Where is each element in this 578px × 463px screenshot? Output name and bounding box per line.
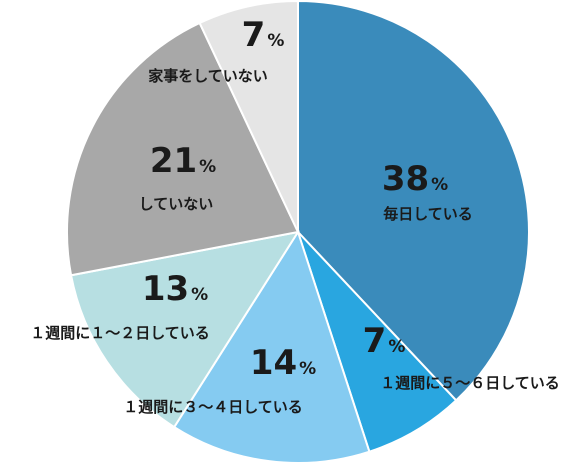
- slice-value-number: 14: [250, 343, 297, 383]
- slice-value-number: 21: [150, 141, 197, 181]
- slice-value-unit: %: [267, 31, 284, 51]
- slice-category-label: していない: [139, 195, 214, 213]
- slice-value-label: 21%: [150, 141, 216, 181]
- slice-value-number: 38: [382, 159, 429, 199]
- slice-value-unit: %: [199, 157, 216, 177]
- slice-value-number: 7: [242, 15, 266, 55]
- slice-value-label: 7%: [363, 321, 406, 361]
- slice-value-number: 7: [363, 321, 387, 361]
- pie-slice-2: [297, 231, 458, 453]
- slice-value-unit: %: [388, 337, 405, 357]
- pie-slice-5: [66, 21, 300, 277]
- slice-value-label: 13%: [142, 269, 208, 309]
- slice-category-label: 毎日している: [383, 205, 473, 223]
- slice-value-label: 38%: [382, 159, 448, 199]
- slice-value-label: 14%: [250, 343, 316, 383]
- pie-slice-3: [172, 229, 371, 463]
- slice-category-label: １週間に３～４日している: [123, 398, 303, 416]
- slice-category-label: １週間に１～２日している: [30, 324, 210, 342]
- slice-value-unit: %: [299, 359, 316, 379]
- slice-value-unit: %: [431, 175, 448, 195]
- pie-slice-6: [198, 0, 299, 233]
- slice-category-label: １週間に５～６日している: [380, 374, 560, 392]
- slice-value-number: 13: [142, 269, 189, 309]
- pie-labels: 38 % 毎日している 7 % １週間に５～６日している 14 % １週間に３～４日している 13…: [30, 15, 560, 416]
- slice-value-label: 7%: [242, 15, 285, 55]
- slice-category-label: 家事をしていない: [148, 67, 268, 85]
- pie-slices: [66, 0, 530, 463]
- slice-value-unit: %: [191, 285, 208, 305]
- pie-slice-1: [297, 0, 530, 402]
- pie-slice-4: [69, 230, 301, 429]
